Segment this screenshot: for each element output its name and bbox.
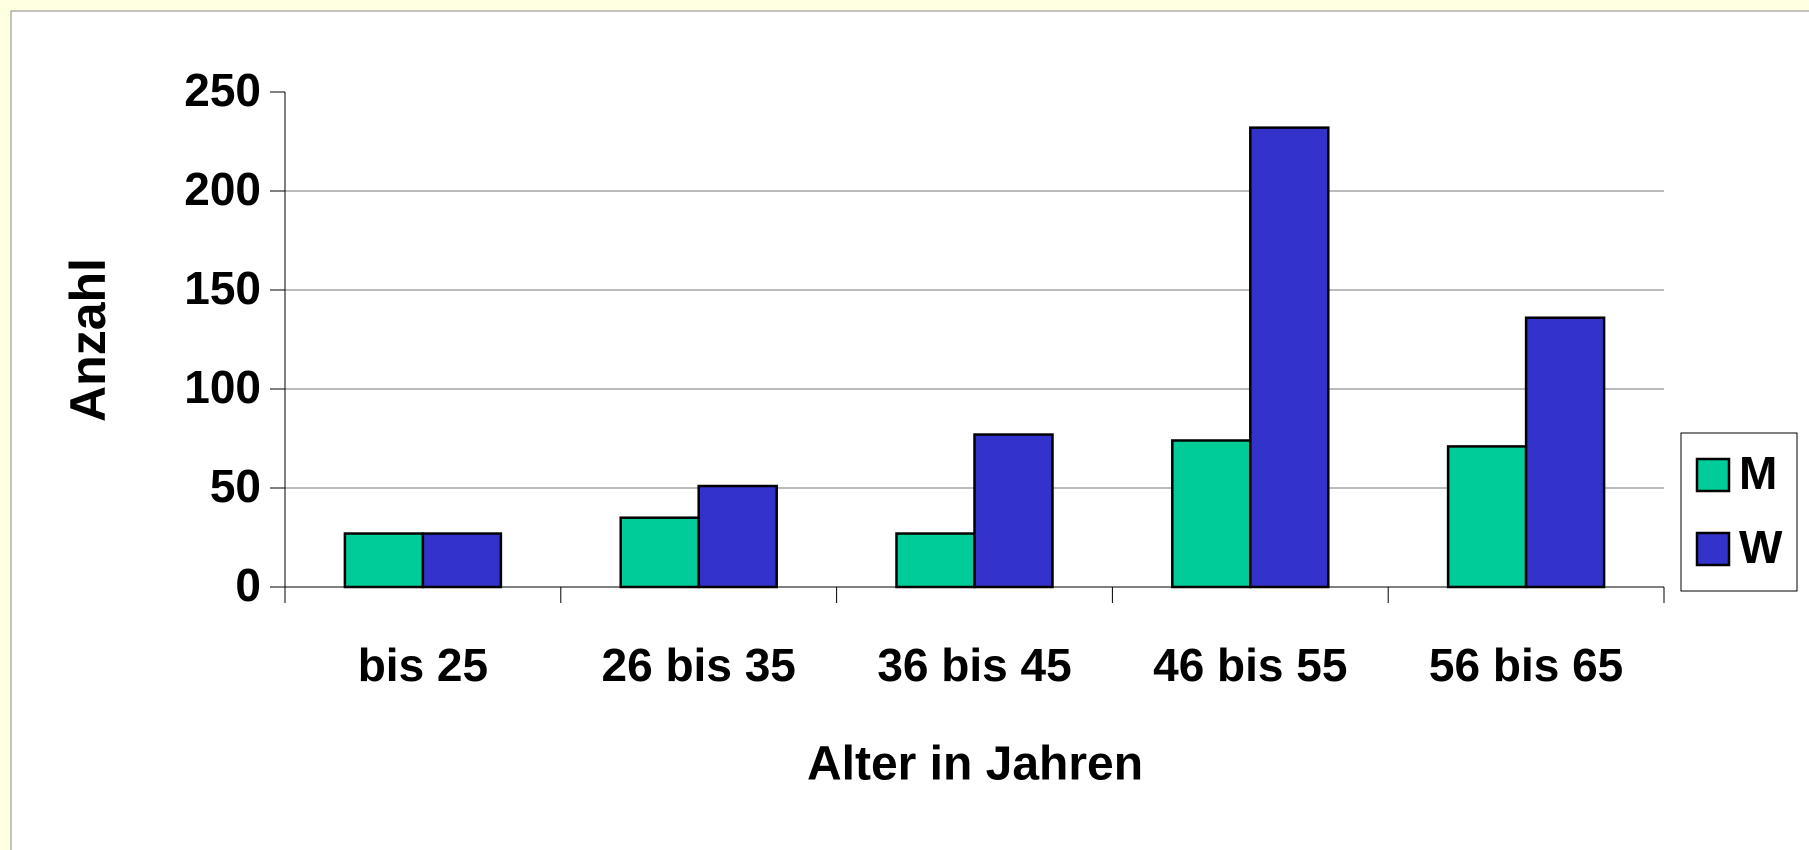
bar bbox=[1524, 316, 1606, 589]
bar bbox=[1446, 445, 1528, 589]
legend-swatch bbox=[1695, 531, 1731, 567]
bar bbox=[973, 433, 1054, 589]
bar bbox=[895, 532, 976, 589]
legend-label: M bbox=[1739, 447, 1777, 499]
legend-swatch bbox=[1695, 457, 1731, 493]
x-axis-title: Alter in Jahren bbox=[807, 738, 1143, 791]
chart-panel bbox=[10, 10, 1809, 850]
bar bbox=[619, 516, 700, 589]
bar bbox=[1171, 439, 1252, 589]
y-tick-label: 250 bbox=[184, 64, 261, 116]
y-tick-label: 50 bbox=[210, 460, 261, 512]
y-axis-title: Anzahl bbox=[60, 258, 116, 422]
x-tick-label: bis 25 bbox=[358, 639, 488, 691]
y-tick-label: 150 bbox=[184, 262, 261, 314]
bar bbox=[697, 484, 778, 589]
bar bbox=[343, 532, 425, 589]
bar bbox=[1249, 126, 1330, 589]
y-tick-label: 0 bbox=[235, 559, 261, 611]
legend-label: W bbox=[1739, 521, 1783, 573]
y-tick-label: 100 bbox=[184, 361, 261, 413]
x-tick-label: 56 bis 65 bbox=[1429, 639, 1623, 691]
x-tick-label: 26 bis 35 bbox=[602, 639, 796, 691]
x-tick-label: 46 bis 55 bbox=[1153, 639, 1347, 691]
bar bbox=[421, 532, 503, 589]
y-tick-label: 200 bbox=[184, 163, 261, 215]
x-tick-label: 36 bis 45 bbox=[877, 639, 1071, 691]
